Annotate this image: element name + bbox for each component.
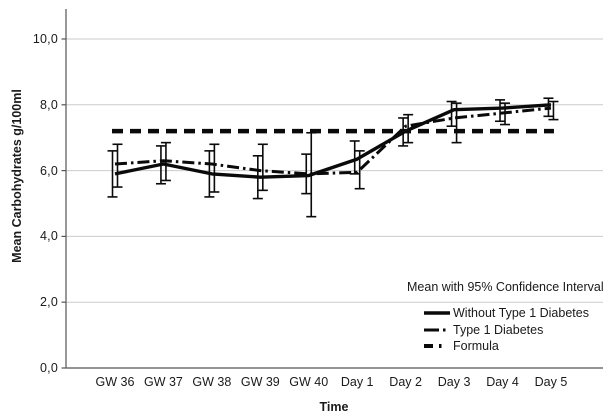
legend-entry: Without Type 1 Diabetes [424, 305, 604, 321]
legend-line-sample-icon [424, 328, 450, 332]
legend-entry-label: Formula [453, 338, 499, 353]
series-line-without-type-1-diabetes [114, 103, 552, 179]
x-axis-title: Time [319, 400, 349, 414]
x-tick-label: Day 3 [437, 375, 471, 389]
legend-line-sample-icon [424, 343, 450, 348]
x-tick-label: GW 37 [143, 375, 183, 389]
legend-entry-label: Without Type 1 Diabetes [453, 306, 589, 321]
x-tick-label: Day 1 [340, 375, 374, 389]
y-tick-label: 6,0 [40, 163, 58, 178]
y-tick-label: 2,0 [40, 295, 58, 310]
legend-entry: Formula [424, 338, 604, 354]
x-tick-label: Day 5 [534, 375, 568, 389]
x-tick-label: GW 40 [289, 375, 329, 389]
y-tick-label: 10,0 [32, 32, 58, 46]
y-tick-label: 8,0 [40, 97, 58, 112]
x-tick-label: GW 38 [192, 375, 232, 389]
series-line-type-1-diabetes [114, 106, 552, 176]
legend: Mean with 95% Confidence Interval Withou… [407, 280, 604, 354]
legend-entries: Without Type 1 Diabetes Type 1 Diabetes Fo… [407, 305, 604, 354]
y-tick-label: 0,0 [40, 361, 58, 375]
error-bars-type-1-diabetes [112, 100, 559, 218]
x-tick-label: Day 2 [389, 375, 422, 389]
legend-title: Mean with 95% Confidence Interval [407, 280, 604, 294]
legend-line-sample-icon [424, 311, 450, 315]
axes [61, 9, 603, 369]
x-tick-label: Day 4 [486, 375, 519, 389]
x-tick-label: GW 39 [240, 375, 280, 389]
x-tick-label: GW 36 [95, 375, 135, 389]
legend-entry: Type 1 Diabetes [424, 321, 604, 337]
y-tick-label: 4,0 [40, 229, 58, 244]
legend-entry-label: Type 1 Diabetes [453, 322, 544, 337]
